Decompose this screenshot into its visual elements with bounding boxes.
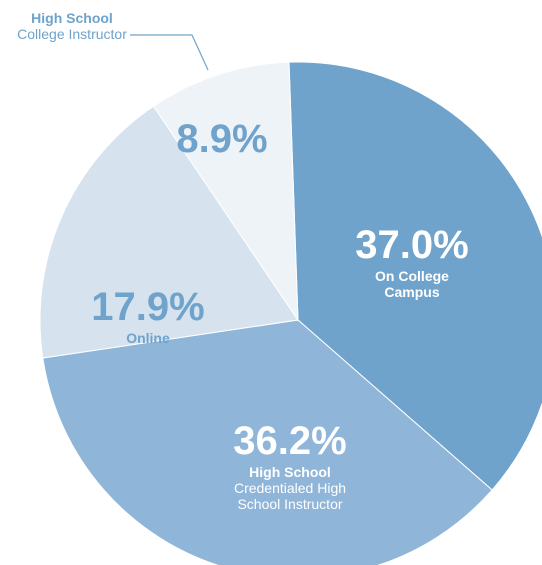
- category-label: College Instructor: [17, 26, 127, 43]
- pie-slice: [39, 105, 299, 359]
- category-label: On College Campus: [375, 268, 449, 301]
- value-label: 37.0%: [355, 223, 469, 267]
- slice-label: 37.0% On College Campus: [347, 222, 477, 300]
- outside-label: High School College Instructor: [17, 10, 127, 42]
- slice-label: 36.2% High School Credentialed High School…: [215, 418, 365, 512]
- slice-label: 17.9% Online: [91, 284, 204, 346]
- slice-label: 8.9%: [176, 116, 267, 162]
- category-label: Online: [126, 330, 170, 346]
- pie-slice: [42, 319, 493, 565]
- pie-slice: [152, 61, 299, 322]
- value-label: 17.9%: [91, 285, 205, 329]
- category-group: High School: [249, 464, 331, 480]
- value-label: 36.2%: [233, 419, 347, 463]
- value-label: 8.9%: [176, 117, 268, 161]
- category-group: High School: [31, 10, 113, 26]
- pie-slice: [288, 61, 542, 491]
- category-label: Credentialed High School Instructor: [233, 480, 347, 513]
- leader-line: [130, 34, 209, 71]
